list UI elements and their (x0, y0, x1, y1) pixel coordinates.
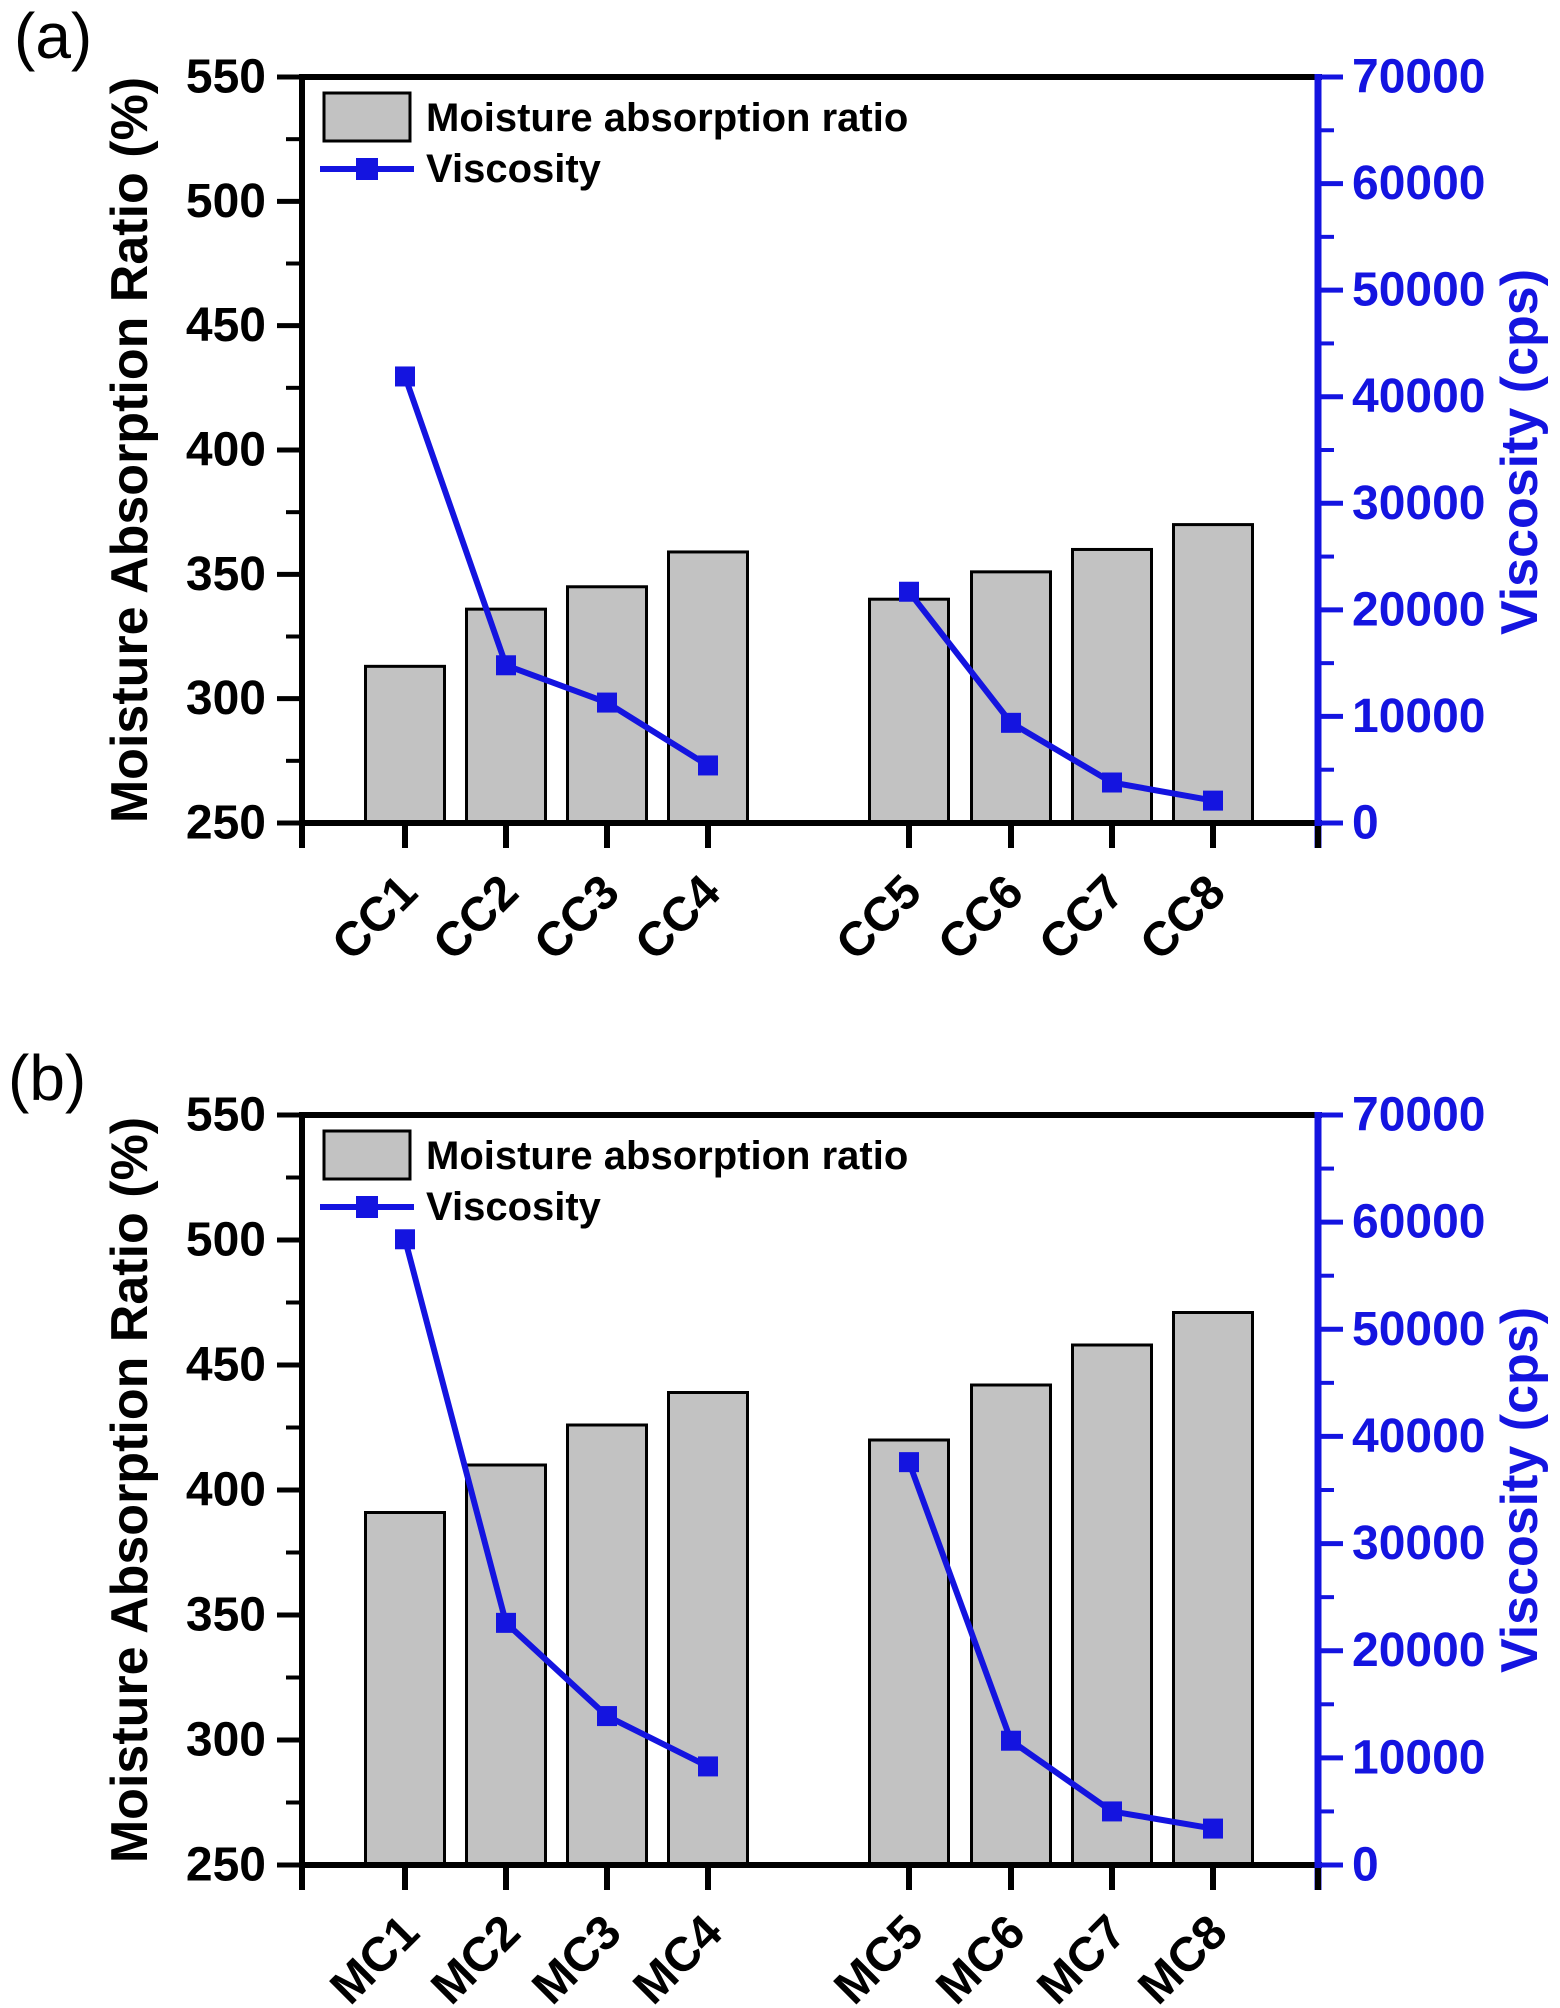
panel-a-left-tick-label-300: 300 (186, 672, 266, 725)
panel-b-right-tick-label-0: 0 (1352, 1839, 1379, 1892)
panel-b-x-tick-label-MC7: MC7 (1027, 1905, 1136, 2008)
panel-b-bar-MC8 (1172, 1311, 1254, 1867)
panel-a-viscosity-marker-CC2 (496, 655, 516, 676)
panel-a-left-tick-label-250: 250 (186, 797, 266, 850)
panel-a-bar-CC5 (868, 597, 950, 825)
panel-b-right-tick-label-70000: 70000 (1352, 1089, 1485, 1142)
panel-b-left-tick-label-400: 400 (186, 1464, 266, 1517)
panel-a-right-tick-label-30000: 30000 (1352, 477, 1485, 530)
panel-a-left-tick-label-500: 500 (186, 175, 266, 228)
panel-a-left-tick-label-550: 550 (186, 51, 266, 104)
panel-b-legend-line-marker (356, 1196, 378, 1218)
panel-a-bar-CC8 (1172, 523, 1254, 825)
panel-b-left-tick-label-250: 250 (186, 1839, 266, 1892)
panel-b-bar-MC3 (566, 1423, 648, 1867)
panel-a-bar-CC1 (364, 664, 446, 825)
panel-a-bar-CC4 (667, 550, 749, 825)
panel-b-viscosity-marker-MC7 (1102, 1801, 1122, 1822)
panel-b-right-tick-label-30000: 30000 (1352, 1517, 1485, 1570)
panel-b-x-tick-label-MC5: MC5 (824, 1905, 933, 2008)
panel-b-right-tick-label-10000: 10000 (1352, 1731, 1485, 1784)
panel-a-x-tick-label-CC5: CC5 (826, 865, 931, 970)
panel-a-right-tick-label-0: 0 (1352, 797, 1379, 850)
panel-b-label: (b) (8, 1042, 87, 1114)
panel-a-x-tick-label-CC7: CC7 (1029, 865, 1134, 970)
panel-a-x-tick-label-CC8: CC8 (1130, 865, 1235, 970)
panel-b-left-tick-label-350: 350 (186, 1589, 266, 1642)
panel-a-viscosity-marker-CC8 (1203, 790, 1223, 811)
panel-b-x-tick-label-MC3: MC3 (522, 1905, 631, 2008)
panel-a-viscosity-marker-CC7 (1102, 772, 1122, 793)
panel-b-bar-MC4 (667, 1391, 749, 1867)
panel-b-left-tick-label-450: 450 (186, 1339, 266, 1392)
panel-b-right-tick-label-50000: 50000 (1352, 1303, 1485, 1356)
panel-a-viscosity-line-segment-1 (402, 375, 710, 769)
panel-b-left-tick-label-550: 550 (186, 1089, 266, 1142)
panel-b-legend-bar-swatch (322, 1129, 412, 1181)
panel-b-legend-line-label: Viscosity (426, 1185, 602, 1229)
panel-a-x-tick-label-CC2: CC2 (423, 865, 528, 970)
right-axis-title-panel-a: Viscosity (cps) (1491, 268, 1549, 636)
panel-a-right-tick-label-60000: 60000 (1352, 157, 1485, 210)
panel-a-right-tick-label-50000: 50000 (1352, 264, 1485, 317)
panel-a-label: (a) (14, 0, 93, 72)
panel-b-viscosity-marker-MC3 (597, 1706, 617, 1727)
panel-b-bar-MC6 (970, 1383, 1052, 1867)
panel-a-left-tick-label-450: 450 (186, 299, 266, 352)
panel-b-right-tick-label-40000: 40000 (1352, 1410, 1485, 1463)
panel-a-legend-line-label: Viscosity (426, 147, 602, 191)
panel-a-viscosity-marker-CC5 (899, 581, 919, 602)
panel-a-legend-bar-label: Moisture absorption ratio (426, 96, 908, 140)
left-axis-title-panel-a: Moisture Absorption Ratio (%) (101, 76, 159, 824)
panel-a-x-tick-label-CC6: CC6 (928, 865, 1033, 970)
panel-b-viscosity-marker-MC1 (395, 1229, 415, 1250)
panel-a-viscosity-marker-CC4 (698, 755, 718, 776)
panel-b-viscosity-marker-MC2 (496, 1612, 516, 1633)
panel-a-left-tick-label-350: 350 (186, 548, 266, 601)
panel-a-viscosity-marker-CC1 (395, 366, 415, 387)
panel-a-x-tick-label-CC4: CC4 (625, 865, 731, 971)
panel-a-x-tick-label-CC3: CC3 (524, 865, 629, 970)
panel-b-viscosity-marker-MC6 (1001, 1730, 1021, 1751)
panel-a-viscosity-marker-CC3 (597, 692, 617, 713)
panel-b-bar-MC1 (364, 1511, 446, 1867)
panel-a-bar-CC6 (970, 570, 1052, 825)
panel-a-left-tick-label-400: 400 (186, 424, 266, 477)
panel-b-viscosity-marker-MC5 (899, 1452, 919, 1473)
right-axis-title-panel-b: Viscosity (cps) (1491, 1306, 1549, 1674)
panel-b-bar-MC5 (868, 1438, 950, 1867)
panel-a-viscosity-line-segment-2 (906, 589, 1214, 804)
panel-b-viscosity-marker-MC8 (1203, 1818, 1223, 1839)
panel-a-bar-CC2 (465, 607, 547, 825)
panel-b-right-tick-label-60000: 60000 (1352, 1196, 1485, 1249)
panel-b-bar-MC7 (1071, 1343, 1153, 1867)
panel-a-x-tick-label-CC1: CC1 (322, 865, 427, 970)
panel-b-x-tick-label-MC8: MC8 (1128, 1905, 1237, 2008)
panel-b-x-tick-label-MC6: MC6 (926, 1905, 1035, 2008)
panel-a-right-tick-label-70000: 70000 (1352, 51, 1485, 104)
panel-a-legend-bar-swatch (322, 91, 412, 143)
left-axis-title-panel-b: Moisture Absorption Ratio (%) (101, 1116, 159, 1864)
panel-a-viscosity-marker-CC6 (1001, 712, 1021, 733)
panel-b-x-tick-label-MC2: MC2 (421, 1905, 530, 2008)
panel-a-right-tick-label-10000: 10000 (1352, 690, 1485, 743)
panel-b-viscosity-marker-MC4 (698, 1756, 718, 1777)
panel-a-right-tick-label-40000: 40000 (1352, 370, 1485, 423)
panel-b-right-tick-label-20000: 20000 (1352, 1624, 1485, 1677)
panel-b-left-tick-label-300: 300 (186, 1714, 266, 1767)
panel-b-viscosity-line-segment-1 (402, 1238, 710, 1770)
panel-a-right-tick-label-20000: 20000 (1352, 583, 1485, 636)
panel-b-x-tick-label-MC1: MC1 (320, 1905, 429, 2008)
panel-a-legend-line-marker (356, 158, 378, 180)
panel-b-x-tick-label-MC4: MC4 (623, 1905, 732, 2008)
panel-b-left-tick-label-500: 500 (186, 1214, 266, 1267)
panel-b-viscosity-line-segment-2 (906, 1461, 1214, 1832)
panel-b-legend-bar-label: Moisture absorption ratio (426, 1134, 908, 1178)
